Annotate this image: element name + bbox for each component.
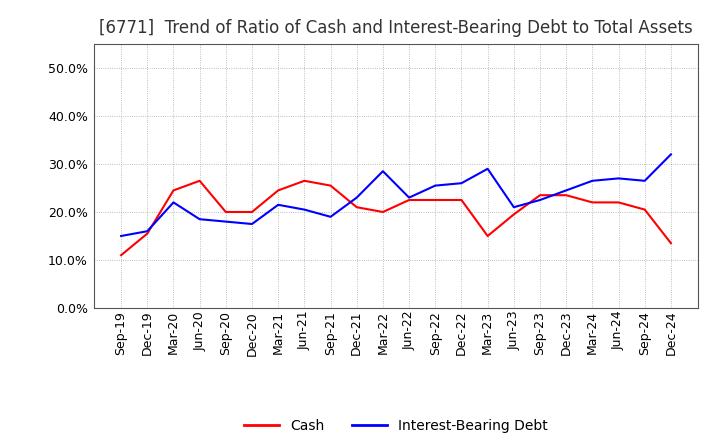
Cash	[562, 193, 570, 198]
Cash	[195, 178, 204, 183]
Interest-Bearing Debt	[431, 183, 440, 188]
Cash	[457, 198, 466, 203]
Cash	[431, 198, 440, 203]
Cash	[379, 209, 387, 215]
Interest-Bearing Debt	[379, 169, 387, 174]
Interest-Bearing Debt	[614, 176, 623, 181]
Cash	[222, 209, 230, 215]
Interest-Bearing Debt	[169, 200, 178, 205]
Cash	[169, 188, 178, 193]
Title: [6771]  Trend of Ratio of Cash and Interest-Bearing Debt to Total Assets: [6771] Trend of Ratio of Cash and Intere…	[99, 19, 693, 37]
Cash	[274, 188, 282, 193]
Cash	[614, 200, 623, 205]
Interest-Bearing Debt	[588, 178, 597, 183]
Interest-Bearing Debt	[536, 198, 544, 203]
Cash	[588, 200, 597, 205]
Interest-Bearing Debt	[274, 202, 282, 207]
Interest-Bearing Debt	[483, 166, 492, 172]
Cash	[248, 209, 256, 215]
Interest-Bearing Debt	[405, 195, 413, 200]
Interest-Bearing Debt	[326, 214, 335, 220]
Cash	[483, 233, 492, 238]
Cash	[300, 178, 309, 183]
Line: Cash: Cash	[121, 181, 671, 255]
Line: Interest-Bearing Debt: Interest-Bearing Debt	[121, 154, 671, 236]
Interest-Bearing Debt	[222, 219, 230, 224]
Cash	[640, 207, 649, 212]
Interest-Bearing Debt	[457, 180, 466, 186]
Cash	[352, 205, 361, 210]
Interest-Bearing Debt	[352, 195, 361, 200]
Cash	[143, 231, 152, 236]
Cash	[405, 198, 413, 203]
Interest-Bearing Debt	[667, 152, 675, 157]
Cash	[667, 241, 675, 246]
Interest-Bearing Debt	[248, 221, 256, 227]
Interest-Bearing Debt	[117, 233, 125, 238]
Cash	[326, 183, 335, 188]
Cash	[536, 193, 544, 198]
Interest-Bearing Debt	[640, 178, 649, 183]
Interest-Bearing Debt	[562, 188, 570, 193]
Interest-Bearing Debt	[510, 205, 518, 210]
Interest-Bearing Debt	[143, 228, 152, 234]
Legend: Cash, Interest-Bearing Debt: Cash, Interest-Bearing Debt	[239, 413, 553, 438]
Interest-Bearing Debt	[300, 207, 309, 212]
Cash	[510, 212, 518, 217]
Cash	[117, 253, 125, 258]
Interest-Bearing Debt	[195, 216, 204, 222]
